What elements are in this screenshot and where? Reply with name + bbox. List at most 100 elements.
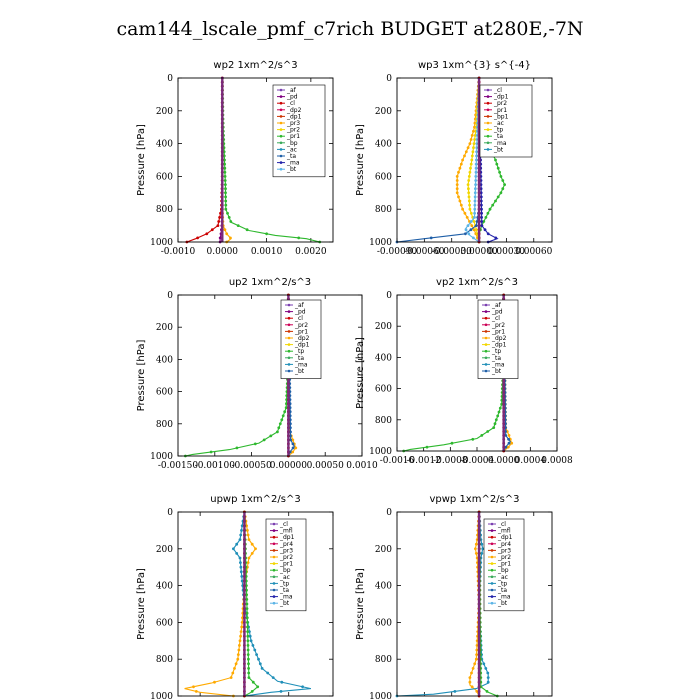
series-line (396, 511, 489, 697)
series-point (285, 402, 288, 406)
legend-label: _ta (493, 133, 503, 140)
panel-2: wp3 1xm^{3} s^{-4} Pressure [hPa] 0 200 400 6… (355, 60, 553, 257)
y-tick-label: 600 (375, 172, 392, 182)
series-point (237, 648, 241, 652)
series-point (248, 634, 252, 638)
series-point (246, 648, 250, 652)
series-point (480, 220, 484, 223)
legend-item: _cl (277, 100, 295, 107)
series-point (249, 639, 253, 643)
legend-label: _ma (286, 160, 300, 167)
series-point (196, 236, 200, 240)
legend-item: _af (285, 302, 305, 309)
legend-item: _tp (285, 348, 304, 355)
series-point (457, 170, 460, 174)
series-point (289, 438, 292, 442)
legend-item: _tp (484, 127, 503, 134)
legend-item: _pr1 (277, 133, 300, 140)
series-point (247, 662, 250, 666)
legend-label: _tp (279, 580, 289, 587)
series-point (468, 203, 471, 207)
legend-marker (484, 369, 488, 373)
legend-marker (490, 582, 494, 585)
legend-label: _pr4 (497, 541, 511, 548)
series-point (225, 232, 229, 236)
y-tick-label: 800 (375, 416, 392, 426)
legend-item: _bt (285, 368, 305, 375)
legend-marker (279, 108, 283, 112)
series-point (223, 162, 227, 166)
legend-label: _dp1 (497, 534, 513, 541)
series-point (496, 414, 500, 418)
legend-item: _ta (270, 587, 289, 594)
series-point (463, 154, 466, 158)
series-point (238, 556, 242, 560)
series-point (473, 191, 477, 195)
series-point (474, 657, 478, 661)
series-point (224, 187, 227, 191)
legend-label: _pr1 (491, 328, 505, 335)
legend-item: _pr1 (285, 328, 308, 335)
legend-item: _pr1 (484, 107, 507, 114)
series-point (470, 685, 474, 689)
series-point (227, 216, 231, 219)
legend-marker (272, 555, 276, 559)
series-point (499, 175, 503, 178)
legend-marker (279, 141, 283, 145)
legend-item: _pr2 (270, 554, 293, 561)
series-point (247, 667, 251, 670)
y-tick-label: 800 (375, 655, 392, 665)
y-axis-label: Pressure [hPa] (136, 568, 147, 640)
legend-marker (484, 349, 488, 353)
series-point (246, 529, 249, 532)
series-point (473, 216, 476, 219)
legend-item: _ma (482, 361, 505, 368)
series-point (475, 150, 478, 154)
legend-marker (484, 310, 488, 313)
series-point (224, 183, 227, 187)
legend-item: _dp1 (484, 94, 509, 101)
legend-label: _dp1 (279, 534, 295, 541)
legend-marker (272, 575, 276, 579)
y-tick-label: 400 (375, 353, 392, 363)
legend-label: _pr1 (497, 561, 511, 568)
series-point (291, 446, 295, 450)
series-point (229, 220, 233, 223)
series-point (467, 191, 471, 195)
series-point (223, 228, 227, 232)
legend-item: _ma (488, 594, 511, 601)
series-point (218, 236, 222, 240)
legend-marker (272, 535, 276, 539)
x-tick-label: 0.00000 (270, 461, 307, 471)
legend-marker (486, 108, 490, 112)
legend-marker (279, 167, 283, 171)
legend-label: _pd (491, 309, 503, 316)
series-point (473, 138, 476, 141)
series-point (503, 183, 506, 187)
legend-label: _pr1 (286, 133, 300, 140)
series-point (245, 588, 248, 592)
legend-label: _ac (286, 146, 297, 153)
y-tick-label: 600 (156, 388, 173, 398)
series-point (240, 625, 244, 629)
series-point (291, 450, 295, 454)
series-point (223, 158, 226, 162)
series-point (499, 191, 503, 195)
legend-item: _pr2 (484, 100, 507, 107)
series-point (289, 426, 292, 430)
legend-label: _pr3 (286, 120, 300, 127)
series-point (471, 667, 475, 670)
series-point (224, 199, 228, 203)
legend-label: _af (294, 302, 305, 309)
y-tick-label: 0 (386, 74, 392, 84)
legend-item: _pr3 (277, 120, 300, 127)
series-point (471, 150, 475, 154)
series-point (250, 690, 254, 693)
legend-label: _bt (294, 368, 305, 375)
series-point (501, 187, 505, 191)
plot-frame (177, 77, 334, 243)
legend-label: _ma (493, 140, 507, 147)
legend-item: _dp1 (277, 113, 302, 120)
series-point (231, 671, 235, 675)
series-point (245, 607, 249, 610)
